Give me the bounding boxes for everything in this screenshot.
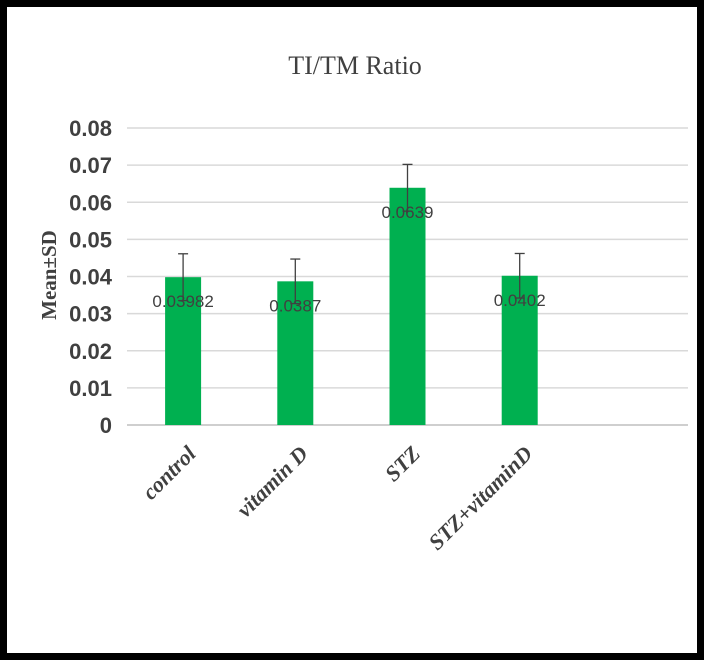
- bars: [165, 187, 538, 425]
- y-tick-label: 0.08: [69, 116, 112, 141]
- x-category-label: control: [137, 440, 201, 504]
- bar: [277, 281, 314, 425]
- y-axis-ticks: 0 0.01 0.02 0.03 0.04 0.05 0.06 0.07 0.08: [69, 116, 113, 438]
- y-tick-label: 0.04: [69, 265, 113, 290]
- data-labels: 0.03982 0.0387 0.0639 0.0402: [152, 203, 545, 316]
- x-category-label: vitamin D: [232, 441, 313, 522]
- data-label: 0.03982: [152, 292, 213, 311]
- y-tick-label: 0.03: [69, 302, 112, 327]
- y-tick-label: 0: [100, 413, 112, 438]
- bar: [165, 277, 202, 425]
- x-category-label: STZ+vitaminD: [423, 441, 537, 555]
- bar: [389, 187, 426, 425]
- data-label: 0.0402: [494, 291, 546, 310]
- data-label: 0.0639: [382, 203, 434, 222]
- y-tick-label: 0.07: [69, 153, 112, 178]
- chart-title: TI/TM Ratio: [288, 51, 422, 80]
- y-tick-label: 0.01: [69, 376, 112, 401]
- bar: [501, 275, 538, 425]
- y-tick-label: 0.02: [69, 339, 112, 364]
- error-bars: [178, 163, 525, 305]
- x-category-label: STZ: [380, 441, 425, 486]
- y-tick-label: 0.05: [69, 227, 112, 252]
- data-label: 0.0387: [269, 296, 321, 315]
- y-tick-label: 0.06: [69, 190, 112, 215]
- y-axis-label: Mean±SD: [37, 230, 61, 320]
